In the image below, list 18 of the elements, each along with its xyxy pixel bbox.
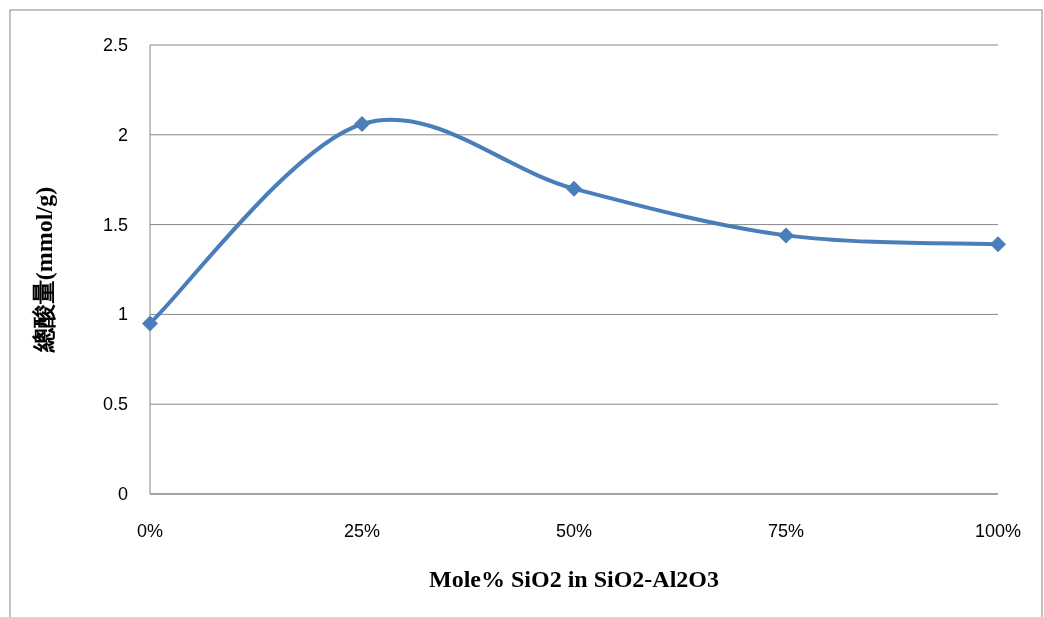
point: [142, 315, 158, 332]
y-tick-label: 0.5: [102, 394, 128, 415]
y-tick-label: 2.5: [102, 35, 128, 55]
y-axis-title: 總酸量(mmol/g): [31, 186, 57, 354]
y-tick-label: 2: [117, 124, 128, 145]
point: [990, 236, 1006, 253]
x-axis-title: Mole% SiO2 in SiO2-Al2O3: [428, 566, 720, 592]
x-tick-label: 100%: [974, 521, 1022, 541]
point: [354, 116, 370, 133]
point: [778, 227, 794, 244]
x-tick-label: 0%: [136, 521, 164, 541]
y-tick-label: 1: [117, 304, 128, 325]
x-tick-label: 75%: [767, 521, 805, 541]
y-tick-label: 0: [117, 484, 128, 504]
x-tick-label: 25%: [343, 521, 381, 541]
x-tick-label: 50%: [555, 521, 593, 541]
point: [566, 180, 582, 197]
y-tick-label: 1.5: [102, 214, 128, 235]
